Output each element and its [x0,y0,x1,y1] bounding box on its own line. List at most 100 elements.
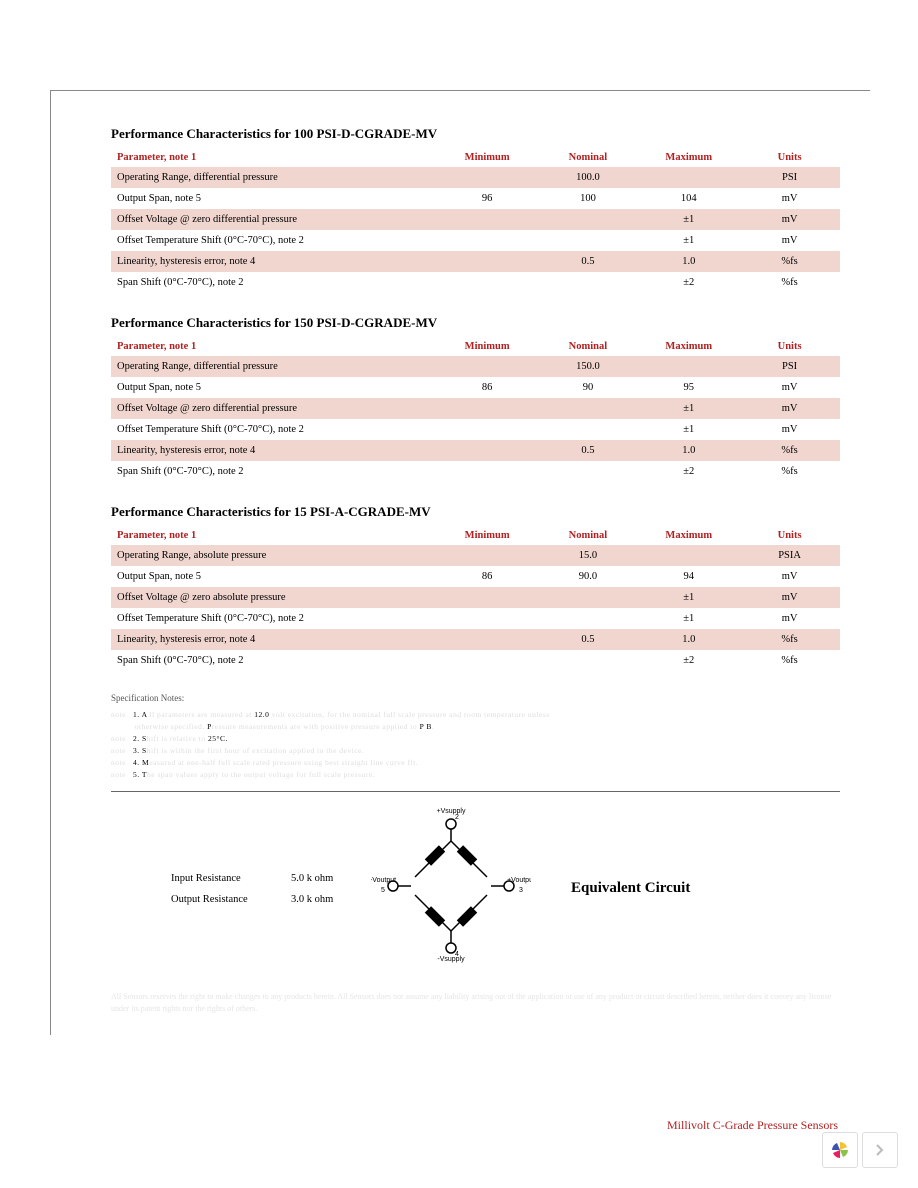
cell-min [437,608,538,629]
logo-button[interactable] [822,1132,858,1168]
cell-max: ±1 [638,230,739,251]
cell-min [437,629,538,650]
cell-max [638,356,739,377]
th-parameter: Parameter, note 1 [111,148,437,167]
note-key: 25°C. [208,734,228,743]
section-title: Performance Characteristics for 150 PSI-… [111,315,840,331]
cell-min: 86 [437,377,538,398]
table-row: Offset Temperature Shift (0°C-70°C), not… [111,608,840,629]
cell-param: Span Shift (0°C-70°C), note 2 [111,650,437,671]
circuit-pin: 5 [381,887,385,894]
divider [111,791,840,792]
cell-param: Operating Range, differential pressure [111,356,437,377]
cell-min [437,230,538,251]
cell-unit: %fs [739,461,840,482]
cell-nom: 100 [538,188,639,209]
cell-unit: %fs [739,272,840,293]
th-nominal: Nominal [538,337,639,356]
cell-unit: %fs [739,251,840,272]
th-maximum: Maximum [638,337,739,356]
performance-table: Parameter, note 1 Minimum Nominal Maximu… [111,526,840,671]
table-row: Offset Temperature Shift (0°C-70°C), not… [111,230,840,251]
circuit-pin: 4 [455,951,459,958]
performance-table: Parameter, note 1 Minimum Nominal Maximu… [111,148,840,293]
th-maximum: Maximum [638,526,739,545]
cell-unit: mV [739,419,840,440]
cell-nom [538,587,639,608]
datasheet-page: Performance Characteristics for 100 PSI-… [50,90,870,1035]
cell-max: ±2 [638,650,739,671]
table-row: Span Shift (0°C-70°C), note 2±2%fs [111,461,840,482]
cell-max: 1.0 [638,251,739,272]
next-page-button[interactable] [862,1132,898,1168]
cell-nom [538,461,639,482]
cell-unit: mV [739,566,840,587]
table-row: Operating Range, differential pressure 10… [111,167,840,188]
cell-max [638,545,739,566]
spec-notes-body: note 1. A ll parameters are measured at … [111,709,840,781]
circuit-label-bottom: -Vsupply [437,956,465,963]
circuit-label-right: +Voutput [507,877,531,884]
table-body-1: Operating Range, differential pressure 15… [111,356,840,482]
cell-param: Span Shift (0°C-70°C), note 2 [111,461,437,482]
table-row: Offset Voltage @ zero differential press… [111,398,840,419]
cell-min [437,461,538,482]
cell-unit: mV [739,230,840,251]
cell-param: Offset Voltage @ zero differential press… [111,209,437,230]
spec-notes-heading: Specification Notes: [111,693,840,703]
cell-min [437,419,538,440]
cell-nom: 150.0 [538,356,639,377]
table-section-2: Performance Characteristics for 15 PSI-A… [111,504,840,671]
cell-param: Operating Range, differential pressure [111,167,437,188]
table-row: Operating Range, absolute pressure15.0PS… [111,545,840,566]
th-parameter: Parameter, note 1 [111,526,437,545]
note-key: 3. S [133,746,147,755]
cell-min: 96 [437,188,538,209]
cell-unit: mV [739,188,840,209]
cell-param: Offset Voltage @ zero differential press… [111,398,437,419]
th-nominal: Nominal [538,526,639,545]
cell-min [437,545,538,566]
cell-max: ±1 [638,209,739,230]
cell-max [638,167,739,188]
cell-param: Linearity, hysteresis error, note 4 [111,629,437,650]
cell-min [437,440,538,461]
cell-unit: mV [739,398,840,419]
cell-param: Linearity, hysteresis error, note 4 [111,251,437,272]
table-row: Span Shift (0°C-70°C), note 2±2%fs [111,272,840,293]
circuit-pin: 2 [455,814,459,821]
output-resistance-value: 3.0 k ohm [291,894,333,905]
cell-nom [538,272,639,293]
cell-min [437,356,538,377]
th-nominal: Nominal [538,148,639,167]
cell-min [437,167,538,188]
th-minimum: Minimum [437,526,538,545]
chevron-right-icon [876,1144,884,1156]
wheatstone-bridge-diagram: +Vsupply -Vsupply -Voutput +Voutput 2 4 … [371,806,531,971]
note-key: 1. A [133,710,147,719]
table-body-2: Operating Range, absolute pressure15.0PS… [111,545,840,671]
cell-nom: 90.0 [538,566,639,587]
cell-nom: 15.0 [538,545,639,566]
th-minimum: Minimum [437,148,538,167]
cell-unit: PSIA [739,545,840,566]
table-body-0: Operating Range, differential pressure 10… [111,167,840,293]
table-header-row: Parameter, note 1 Minimum Nominal Maximu… [111,526,840,545]
note-key: 5. T [133,770,147,779]
table-section-1: Performance Characteristics for 150 PSI-… [111,315,840,482]
cell-unit: %fs [739,440,840,461]
circuit-label-top: +Vsupply [437,808,466,815]
cell-min [437,272,538,293]
table-row: Linearity, hysteresis error, note 40.51.… [111,251,840,272]
table-header-row: Parameter, note 1 Minimum Nominal Maximu… [111,148,840,167]
pinwheel-icon [830,1140,850,1160]
table-row: Linearity, hysteresis error, note 40.51.… [111,440,840,461]
table-row: Linearity, hysteresis error, note 40.51.… [111,629,840,650]
cell-max: 1.0 [638,629,739,650]
th-units: Units [739,337,840,356]
page-nav-widget [822,1132,898,1168]
cell-nom: 100.0 [538,167,639,188]
cell-param: Output Span, note 5 [111,377,437,398]
th-units: Units [739,526,840,545]
cell-min [437,650,538,671]
